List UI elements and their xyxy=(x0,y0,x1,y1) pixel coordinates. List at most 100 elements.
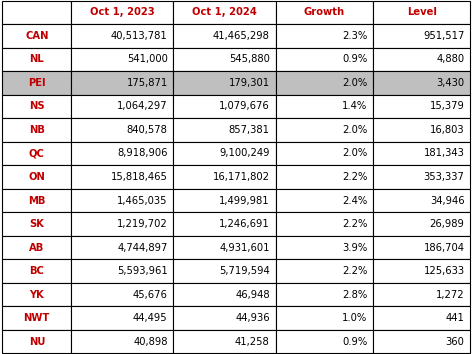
Text: 9,100,249: 9,100,249 xyxy=(219,148,270,159)
Bar xyxy=(71,212,173,236)
Text: 5,593,961: 5,593,961 xyxy=(117,266,168,276)
Text: Growth: Growth xyxy=(304,7,345,17)
Text: NS: NS xyxy=(29,102,45,112)
Text: PEI: PEI xyxy=(28,78,46,88)
Bar xyxy=(276,24,373,48)
Bar xyxy=(276,306,373,330)
Text: 2.0%: 2.0% xyxy=(342,148,367,159)
Bar xyxy=(373,189,470,212)
Text: MB: MB xyxy=(28,195,46,206)
Text: 41,258: 41,258 xyxy=(235,337,270,347)
Text: Oct 1, 2024: Oct 1, 2024 xyxy=(192,7,257,17)
Text: 2.2%: 2.2% xyxy=(342,172,367,182)
Bar xyxy=(2,306,71,330)
Bar xyxy=(2,236,71,259)
Bar xyxy=(373,1,470,24)
Bar xyxy=(373,236,470,259)
Bar xyxy=(71,1,173,24)
Bar xyxy=(276,212,373,236)
Bar xyxy=(2,118,71,142)
Text: Oct 1, 2023: Oct 1, 2023 xyxy=(90,7,155,17)
Text: NB: NB xyxy=(29,125,45,135)
Text: 41,465,298: 41,465,298 xyxy=(213,31,270,41)
Text: 2.0%: 2.0% xyxy=(342,125,367,135)
Text: 3.9%: 3.9% xyxy=(342,242,367,252)
Text: 857,381: 857,381 xyxy=(229,125,270,135)
Bar xyxy=(173,142,276,165)
Bar xyxy=(2,259,71,283)
Bar xyxy=(173,330,276,353)
Bar xyxy=(2,71,71,95)
Text: 15,818,465: 15,818,465 xyxy=(111,172,168,182)
Text: 541,000: 541,000 xyxy=(127,55,168,64)
Text: 2.2%: 2.2% xyxy=(342,219,367,229)
Text: 34,946: 34,946 xyxy=(430,195,465,206)
Bar xyxy=(71,48,173,71)
Bar xyxy=(71,165,173,189)
Bar xyxy=(173,118,276,142)
Bar xyxy=(276,48,373,71)
Bar xyxy=(373,330,470,353)
Text: 40,898: 40,898 xyxy=(133,337,168,347)
Text: 125,633: 125,633 xyxy=(423,266,465,276)
Text: 1,219,702: 1,219,702 xyxy=(117,219,168,229)
Text: 2.8%: 2.8% xyxy=(342,290,367,299)
Bar xyxy=(276,1,373,24)
Bar xyxy=(373,259,470,283)
Bar xyxy=(173,212,276,236)
Bar xyxy=(373,24,470,48)
Bar xyxy=(173,95,276,118)
Bar xyxy=(373,142,470,165)
Bar xyxy=(173,165,276,189)
Text: 5,719,594: 5,719,594 xyxy=(219,266,270,276)
Text: 179,301: 179,301 xyxy=(228,78,270,88)
Text: 175,871: 175,871 xyxy=(126,78,168,88)
Bar xyxy=(373,306,470,330)
Text: Level: Level xyxy=(407,7,437,17)
Text: 840,578: 840,578 xyxy=(127,125,168,135)
Text: 2.2%: 2.2% xyxy=(342,266,367,276)
Text: 16,171,802: 16,171,802 xyxy=(213,172,270,182)
Bar xyxy=(2,48,71,71)
Text: 1.0%: 1.0% xyxy=(342,313,367,323)
Bar xyxy=(2,283,71,306)
Bar xyxy=(173,1,276,24)
Text: 360: 360 xyxy=(446,337,465,347)
Text: 3,430: 3,430 xyxy=(437,78,465,88)
Text: 46,948: 46,948 xyxy=(235,290,270,299)
Bar xyxy=(2,1,71,24)
Bar xyxy=(276,118,373,142)
Text: 181,343: 181,343 xyxy=(424,148,465,159)
Bar xyxy=(2,24,71,48)
Text: 1,499,981: 1,499,981 xyxy=(219,195,270,206)
Bar xyxy=(173,189,276,212)
Bar xyxy=(276,71,373,95)
Bar xyxy=(373,118,470,142)
Text: QC: QC xyxy=(29,148,45,159)
Text: AB: AB xyxy=(29,242,45,252)
Bar xyxy=(173,71,276,95)
Text: 2.4%: 2.4% xyxy=(342,195,367,206)
Bar xyxy=(173,236,276,259)
Bar xyxy=(373,212,470,236)
Text: YK: YK xyxy=(29,290,44,299)
Text: 1,272: 1,272 xyxy=(436,290,465,299)
Bar xyxy=(276,165,373,189)
Text: NL: NL xyxy=(29,55,44,64)
Bar xyxy=(71,330,173,353)
Bar xyxy=(373,283,470,306)
Bar xyxy=(173,259,276,283)
Bar xyxy=(276,259,373,283)
Bar xyxy=(173,283,276,306)
Text: 16,803: 16,803 xyxy=(430,125,465,135)
Bar xyxy=(373,71,470,95)
Text: 441: 441 xyxy=(446,313,465,323)
Text: 4,931,601: 4,931,601 xyxy=(219,242,270,252)
Bar xyxy=(276,142,373,165)
Text: 15,379: 15,379 xyxy=(430,102,465,112)
Bar xyxy=(2,189,71,212)
Text: 1,079,676: 1,079,676 xyxy=(219,102,270,112)
Text: 1,246,691: 1,246,691 xyxy=(219,219,270,229)
Bar xyxy=(173,306,276,330)
Bar xyxy=(71,306,173,330)
